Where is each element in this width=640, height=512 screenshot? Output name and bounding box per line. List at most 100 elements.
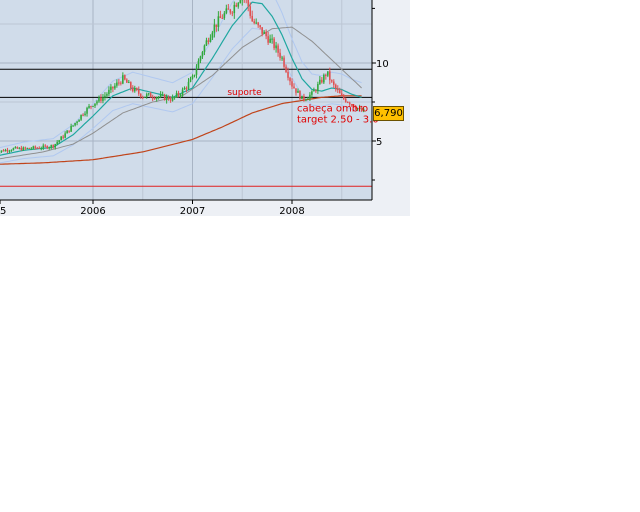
y-axis-ticks: 5 10 — [372, 7, 389, 181]
down-bar-body — [52, 145, 54, 148]
up-bar-body — [187, 81, 190, 89]
down-bar-body — [68, 130, 70, 132]
up-bar-body — [281, 57, 283, 59]
up-bar-body — [193, 74, 196, 76]
down-bar-body — [338, 90, 341, 94]
down-bar-body — [163, 94, 166, 101]
up-bar-body — [106, 94, 108, 96]
down-bar-body — [46, 146, 49, 149]
up-bar-body — [309, 94, 311, 99]
down-bar-body — [235, 4, 238, 7]
up-bar-body — [161, 94, 164, 96]
up-bar-body — [58, 140, 60, 143]
y-tick-label: 5 — [376, 137, 382, 148]
up-bar-body — [60, 136, 62, 141]
up-bar-body — [98, 97, 100, 102]
down-bar-body — [352, 104, 355, 107]
down-bar-body — [261, 27, 263, 34]
down-bar-body — [185, 87, 188, 89]
down-bar-body — [331, 80, 333, 82]
down-bar-body — [24, 147, 27, 149]
down-bar-body — [360, 107, 363, 112]
down-bar-body — [279, 52, 281, 58]
down-bar-body — [207, 40, 210, 42]
down-bar-body — [287, 72, 289, 78]
x-tick-label: 2008 — [279, 206, 304, 216]
up-bar-body — [319, 79, 321, 85]
down-bar-body — [36, 147, 39, 149]
down-bar-body — [221, 17, 224, 19]
down-bar-body — [289, 77, 291, 82]
up-bar-body — [237, 2, 240, 7]
down-bar-body — [215, 24, 218, 27]
down-bar-body — [251, 15, 253, 22]
down-bar-body — [28, 147, 31, 149]
up-bar-body — [40, 148, 43, 150]
up-bar-body — [327, 71, 329, 76]
down-bar-body — [167, 96, 170, 100]
down-bar-body — [6, 149, 9, 152]
x-tick-label: 2007 — [180, 206, 205, 216]
down-bar-body — [346, 101, 349, 103]
down-bar-body — [2, 150, 5, 152]
down-bar-body — [219, 16, 222, 18]
up-bar-body — [159, 94, 162, 97]
up-bar-body — [114, 85, 116, 89]
down-bar-body — [315, 90, 317, 92]
down-bar-body — [126, 79, 128, 83]
down-bar-body — [139, 93, 142, 98]
up-bar-body — [255, 22, 257, 24]
down-bar-body — [112, 86, 114, 89]
up-bar-body — [225, 8, 228, 14]
up-bar-body — [14, 147, 17, 149]
up-bar-body — [356, 108, 359, 110]
down-bar-body — [321, 79, 323, 83]
down-bar-body — [257, 22, 259, 26]
down-bar-body — [16, 147, 19, 149]
down-bar-body — [249, 6, 252, 16]
up-bar-body — [157, 96, 160, 98]
down-bar-body — [149, 93, 152, 98]
up-bar-body — [317, 84, 319, 91]
up-bar-body — [199, 56, 202, 61]
up-bar-body — [10, 150, 13, 152]
up-bar-body — [22, 147, 25, 151]
down-bar-body — [130, 82, 132, 89]
up-bar-body — [102, 97, 104, 101]
up-bar-body — [70, 126, 72, 132]
up-bar-body — [323, 74, 325, 83]
down-bar-body — [132, 88, 134, 92]
last-price-badge: 6,790 — [373, 106, 404, 121]
up-bar-body — [181, 89, 184, 96]
down-bar-body — [20, 147, 23, 151]
up-bar-body — [84, 113, 86, 115]
ma-long-line — [0, 95, 362, 165]
up-bar-body — [80, 114, 82, 120]
down-bar-body — [334, 84, 337, 89]
down-bar-body — [342, 95, 345, 99]
up-bar-body — [183, 87, 186, 90]
up-bar-body — [213, 24, 216, 33]
down-bar-body — [350, 104, 353, 106]
up-bar-body — [92, 105, 94, 107]
down-bar-body — [247, 0, 250, 7]
up-bar-body — [197, 60, 200, 69]
down-bar-body — [340, 93, 343, 96]
down-bar-body — [141, 97, 144, 99]
down-bar-body — [332, 81, 335, 85]
down-bar-body — [267, 36, 269, 43]
down-bar-body — [259, 25, 261, 28]
up-bar-body — [195, 68, 198, 75]
up-bar-body — [307, 98, 309, 100]
up-bar-body — [175, 92, 178, 97]
down-bar-body — [253, 21, 255, 24]
up-bar-body — [66, 130, 68, 134]
down-bar-body — [329, 71, 331, 81]
down-bar-body — [82, 114, 84, 116]
x-tick-label: 2006 — [80, 206, 105, 216]
down-bar-body — [44, 145, 47, 147]
up-bar-body — [12, 148, 15, 151]
up-bar-body — [18, 147, 21, 149]
